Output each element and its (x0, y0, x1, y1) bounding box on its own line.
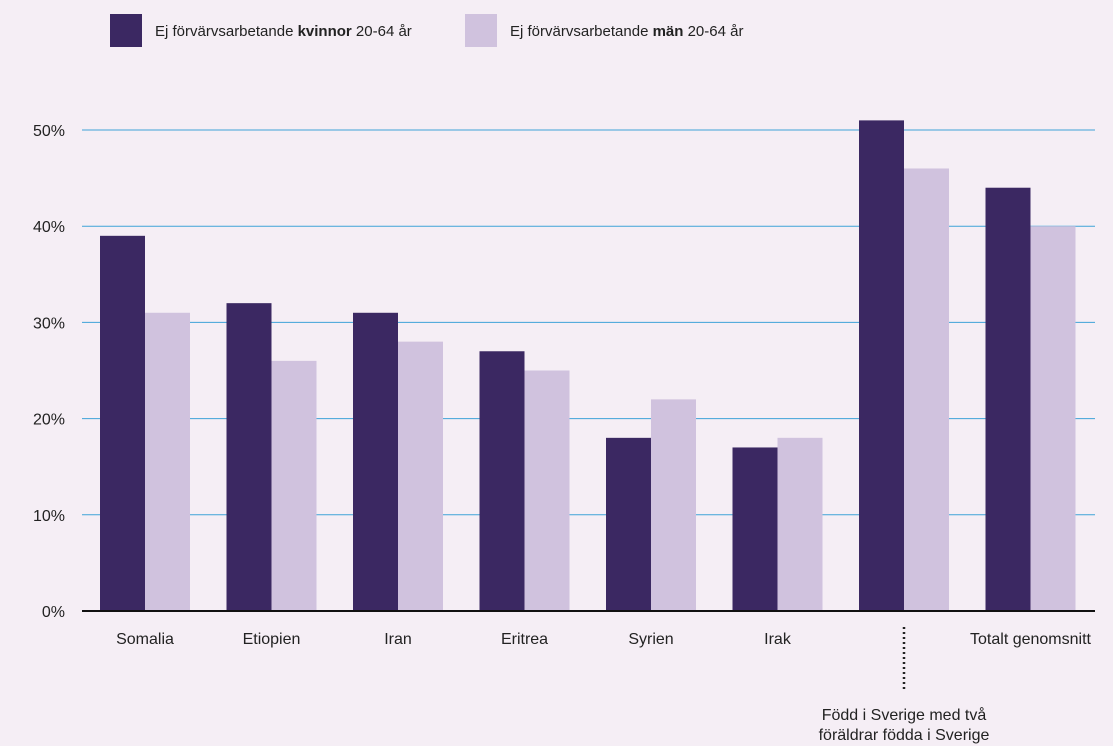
x-category-label: Irak (764, 631, 792, 648)
bar-series-2-3 (524, 370, 570, 611)
legend-label-bold: män (653, 23, 684, 40)
legend-item-2: Ej förvärvsarbetande män 20-64 år (465, 14, 743, 47)
y-tick-label: 10% (33, 508, 65, 525)
x-category-label: Somalia (116, 631, 174, 648)
y-tick-label: 40% (33, 219, 65, 236)
legend-item-1: Ej förvärvsarbetande kvinnor 20-64 år (110, 14, 412, 47)
bar-series-2-7 (1030, 226, 1076, 611)
x-category-label: Syrien (628, 631, 673, 648)
legend-swatch (465, 14, 497, 47)
y-tick-label: 50% (33, 123, 65, 140)
x-axis-labels: Somalia Etiopien Iran Eritrea Syrien Irak Född… (116, 627, 1092, 744)
legend-label-suffix: 20-64 år (352, 23, 412, 40)
y-tick-label: 0% (42, 604, 65, 621)
y-axis-ticks: 0% 10% 20% 30% 40% 50% (33, 123, 65, 621)
bar-series-2-1 (271, 360, 317, 611)
bar-series-2-2 (398, 341, 443, 611)
bar-series-1-3 (479, 351, 525, 611)
bar-series-2-5 (777, 437, 823, 611)
x-category-label: Född i Sverige med två föräldrar födda i … (819, 706, 990, 744)
legend-label: Ej förvärvsarbetande män 20-64 år (510, 23, 743, 40)
bar-series-1-6 (859, 120, 904, 611)
bar-series-1-2 (353, 312, 398, 611)
legend: Ej förvärvsarbetande kvinnor 20-64 år Ej … (110, 14, 743, 47)
bar-series-1-1 (226, 303, 272, 611)
legend-label: Ej förvärvsarbetande kvinnor 20-64 år (155, 23, 412, 40)
legend-label-suffix: 20-64 år (683, 23, 743, 40)
x-category-label: Totalt genomsnitt (970, 631, 1092, 648)
bar-series-1-4 (606, 437, 651, 611)
legend-swatch (110, 14, 142, 47)
bar-series-2-6 (904, 168, 949, 612)
y-tick-label: 20% (33, 412, 65, 429)
x-category-label: Eritrea (501, 631, 548, 648)
x-category-label-line: Född i Sverige med två (822, 706, 987, 724)
y-tick-label: 30% (33, 315, 65, 332)
x-category-label: Iran (384, 631, 412, 648)
bar-series-1-7 (985, 187, 1031, 611)
x-category-label: Etiopien (243, 631, 301, 648)
bar-series-2-0 (145, 312, 190, 611)
bar-series-1-0 (100, 235, 145, 611)
legend-label-bold: kvinnor (298, 23, 352, 40)
legend-label-prefix: Ej förvärvsarbetande (510, 23, 653, 40)
bar-series-2-4 (651, 399, 696, 611)
x-category-label-line: föräldrar födda i Sverige (819, 727, 990, 744)
bar-series-1-5 (732, 447, 778, 611)
bars (100, 120, 1076, 612)
legend-label-prefix: Ej förvärvsarbetande (155, 23, 298, 40)
